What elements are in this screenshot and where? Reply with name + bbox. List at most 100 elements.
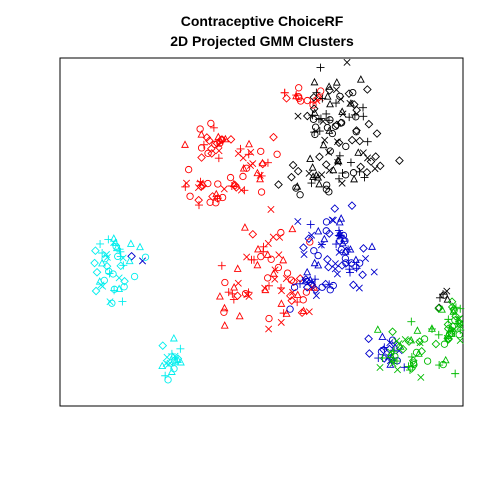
scatter-point [100,276,108,285]
scatter-point [249,160,257,168]
scatter-point [269,269,278,277]
scatter-point [296,279,305,288]
scatter-point [125,256,134,265]
scatter-point [366,157,376,166]
scatter-point [451,369,460,378]
scatter-point [325,82,334,90]
scatter-point [320,234,329,243]
scatter-point [332,120,342,130]
scatter-point [98,258,106,267]
scatter-point [277,318,285,326]
scatter-point [199,140,208,149]
scatter-point [322,218,331,226]
scatter-point [330,204,340,213]
scatter-point [242,164,251,172]
scatter-point [439,360,447,369]
scatter-point [440,291,448,299]
scatter-point [303,96,312,105]
scatter-point [302,282,312,292]
scatter-point [264,239,272,247]
scatter-point [204,149,212,157]
plot-frame [59,57,464,407]
scatter-point [168,352,177,360]
scatter-point [220,303,229,312]
scatter-point [208,192,217,201]
scatter-point [315,127,324,136]
scatter-point [303,267,312,276]
scatter-point [204,179,212,188]
scatter-point [244,288,253,297]
scatter-point [326,99,334,108]
scatter-point [233,264,242,272]
scatter-point [197,153,206,162]
scatter-point [127,251,136,261]
scatter-point [299,306,308,314]
scatter-point [356,75,365,83]
scatter-point [228,289,237,298]
scatter-point [322,109,331,118]
scatter-point [351,255,360,263]
scatter-point [325,188,333,196]
scatter-point [253,260,262,269]
scatter-point [207,144,216,154]
scatter-point [167,367,176,375]
scatter-point [112,243,121,252]
scatter-point [280,88,289,97]
scatter-point [355,136,365,146]
scatter-point [443,295,452,303]
chart-subtitle: 2D Projected GMM Clusters [170,33,354,49]
scatter-point [239,164,248,172]
scatter-point [311,285,321,295]
scatter-point [104,235,113,244]
scatter-point [309,104,319,114]
scatter-point [318,283,326,291]
scatter-point [283,269,292,277]
scatter-point [349,88,357,97]
scatter-point [311,173,320,182]
scatter-point [317,241,325,249]
scatter-point [247,148,255,156]
scatter-point [257,188,266,196]
scatter-point [239,154,247,162]
scatter-point [323,92,332,100]
scatter-point [354,148,363,156]
scatter-point [447,297,457,307]
scatter-point [451,311,461,321]
scatter-point [401,336,409,344]
scatter-point [341,254,350,263]
scatter-point [250,255,259,264]
scatter-point [296,97,305,105]
scatter-point [345,265,354,274]
scatter-point [342,246,351,256]
scatter-point [120,283,128,291]
scatter-point [98,248,107,257]
scatter-point [220,321,229,329]
scatter-point [286,291,295,301]
scatter-point [230,181,240,190]
scatter-point [181,182,190,191]
scatter-point [325,148,333,156]
scatter-point [404,337,414,346]
scatter-point [116,247,125,256]
scatter-point [109,234,118,242]
scatter-point [302,111,312,121]
scatter-point [299,296,307,304]
scatter-point [347,259,355,267]
scatter-point [220,185,228,193]
scatter-point [97,281,105,289]
scatter-point [423,357,432,365]
scatter-point [450,325,458,333]
scatter-point [456,326,465,335]
scatter-point [334,138,344,148]
scatter-point [352,128,360,136]
scatter-point [342,171,350,179]
scatter-point [345,113,354,122]
scatter-point [456,322,464,330]
scatter-point [338,107,347,115]
scatter-point [116,261,126,271]
scatter-point [378,353,387,362]
scatter-point [273,150,281,158]
scatter-point [316,114,325,123]
scatter-point [343,58,351,66]
scatter-point [293,166,303,176]
